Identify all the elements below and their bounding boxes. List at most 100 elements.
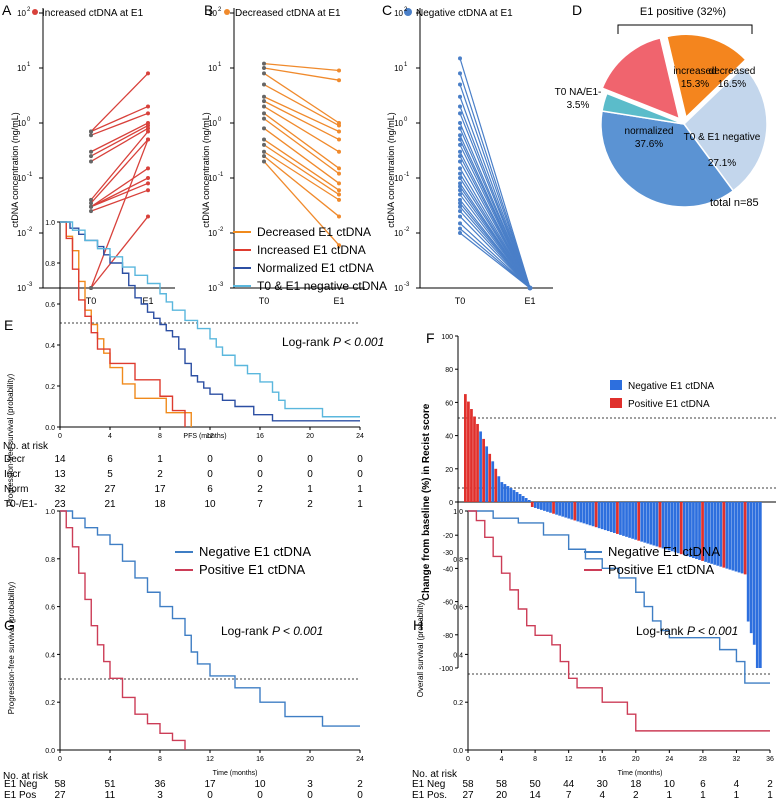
c-line-25: [459, 216, 531, 289]
waterfall-bar-18: [518, 494, 522, 502]
e-x-tick-label: 4: [108, 433, 112, 440]
a-point-t0-5: [89, 159, 93, 164]
x-axis-label-e: PFS (months): [183, 433, 226, 440]
h-y-tick-label: 0.4: [453, 652, 463, 659]
waterfall-bar-64: [658, 502, 662, 548]
y-tick-base: 10: [17, 119, 26, 128]
h-legend-label-1: Positive E1 ctDNA: [608, 562, 715, 577]
b-line-3: [263, 83, 340, 127]
h-risk-value-0-6: 10: [664, 779, 676, 790]
c-line-5: [459, 113, 531, 289]
waterfall-bar-35: [570, 502, 574, 520]
series-lines-b: [262, 61, 341, 248]
pie-pct-normalized: 37.6%: [635, 139, 663, 150]
c-point-t0-28: [458, 231, 462, 235]
c-line-0: [459, 58, 531, 289]
waterfall-bar-24: [536, 502, 540, 509]
y-tick-exp: -1: [218, 172, 224, 178]
g-x-tick-label: 20: [306, 756, 314, 763]
waterfall-bar-65: [661, 502, 665, 549]
x-tick-a-t0: T0: [86, 296, 97, 306]
y-axis-label-g: Progression-free survival (probability): [7, 581, 16, 714]
g-risk-value-0-1: 51: [104, 779, 116, 790]
legend-label-pos-f: Positive E1 ctDNA: [628, 399, 710, 410]
waterfall-bar-40: [585, 502, 589, 525]
pvalue-g: P < 0.001: [272, 624, 323, 638]
a-point-e1-13: [146, 214, 150, 219]
a-line-11: [90, 189, 149, 212]
waterfall-bar-58: [640, 502, 644, 542]
panel-letter-c: C: [382, 2, 392, 18]
e-risk-value-2-5: 1: [307, 484, 313, 495]
b-point-t0-8: [262, 116, 266, 121]
pie-pct-decreased: 16.5%: [718, 79, 746, 90]
waterfall-bar-68: [670, 502, 674, 552]
pvalue-h: P < 0.001: [687, 624, 738, 638]
panel-a: A Increased ctDNA at E1 ctDNA concentrat…: [2, 2, 175, 306]
waterfall-bar-76: [695, 502, 698, 559]
g-risk-value-0-4: 10: [254, 779, 266, 790]
f-y-tick-label: 40: [445, 434, 453, 441]
pie-bracket: [617, 24, 753, 34]
c-point-t0-22: [458, 201, 462, 206]
risk-table-h: E1 Neg 58 58 50 44 30 18 10 6 4 2E1 Pos. 27 20 14 7 4 2 1…: [412, 779, 773, 800]
c-point-t0-26: [458, 221, 462, 226]
waterfall-bar-25: [540, 502, 543, 510]
legend-dot-a: [32, 9, 38, 15]
waterfall-bar-37: [576, 502, 580, 522]
waterfall-bars: [464, 394, 762, 668]
e-risk-label-3: T0-/E1-: [4, 499, 37, 510]
a-point-e1-1: [146, 104, 150, 109]
waterfall-bar-89: [734, 502, 738, 572]
b-point-t0-1: [262, 66, 266, 70]
waterfall-bar-91: [740, 502, 744, 574]
g-risk-value-0-5: 3: [307, 779, 313, 790]
b-line-2: [263, 72, 340, 124]
waterfall-bar-49: [613, 502, 616, 533]
waterfall-bar-50: [616, 502, 619, 534]
y-axis-label-e: Progression-free survival (probability): [6, 373, 15, 506]
risk-title-e: No. at risk: [3, 441, 49, 452]
panel-h: H Overall survival (probability) 0.00.20…: [412, 509, 774, 800]
h-risk-value-1-2: 14: [530, 790, 542, 800]
g-risk-value-1-0: 27: [54, 790, 66, 800]
waterfall-bar-1: [467, 401, 470, 502]
legend-h: Negative E1 ctDNA Positive E1 ctDNA: [584, 544, 720, 577]
h-x-tick-label: 12: [565, 756, 573, 763]
b-line-6: [263, 105, 340, 153]
a-point-e1-9: [146, 176, 150, 180]
panel-g: G Progression-free survival (probability…: [3, 509, 364, 800]
panel-letter-d: D: [572, 2, 582, 18]
b-point-t0-4: [262, 94, 266, 99]
g-risk-value-0-2: 36: [154, 779, 166, 790]
waterfall-bar-21: [527, 500, 531, 502]
e-y-tick-label: 1.0: [45, 220, 55, 227]
risk-title-g: No. at risk: [3, 771, 49, 782]
e-x-tick-label: 12: [206, 433, 214, 440]
e-y-tick-label: 0.0: [45, 425, 55, 432]
h-risk-value-1-4: 4: [599, 790, 605, 800]
e-risk-value-3-1: 21: [104, 499, 116, 510]
waterfall-bar-9: [491, 461, 495, 502]
panel-f: F Change from baseline (%) in Recist sco…: [421, 330, 776, 673]
x-tick-a-e1: E1: [142, 296, 153, 306]
g-curve-0: [60, 510, 360, 727]
waterfall-bar-27: [546, 502, 549, 512]
b-point-e1-1: [337, 78, 341, 83]
c-point-t0-0: [458, 56, 462, 61]
f-y-tick-label: -100: [439, 666, 453, 673]
y-tick-exp: -1: [404, 172, 410, 178]
c-point-t0-11: [458, 149, 462, 154]
legend-dot-b: [224, 9, 230, 15]
panel-c: C Negative ctDNA at E1 ctDNA concentrati…: [382, 2, 553, 306]
c-point-t0-4: [458, 104, 462, 109]
waterfall-bar-39: [582, 502, 586, 524]
waterfall-bar-16: [512, 490, 516, 502]
waterfall-bar-51: [619, 502, 622, 535]
y-tick-exp: -3: [27, 282, 33, 288]
waterfall-bar-38: [579, 502, 583, 523]
h-risk-label-1: E1 Pos.: [412, 790, 447, 800]
b-point-t0-0: [262, 61, 266, 66]
a-line-3: [90, 122, 149, 153]
